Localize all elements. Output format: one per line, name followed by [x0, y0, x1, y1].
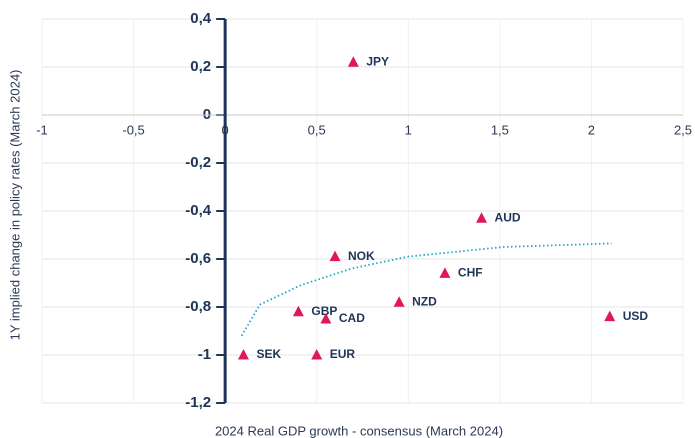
x-axis-label: 2024 Real GDP growth - consensus (March … — [215, 423, 503, 438]
point-label: JPY — [366, 54, 389, 68]
x-tick-label: 0,5 — [308, 122, 326, 137]
point — [393, 296, 405, 307]
point — [329, 250, 341, 262]
x-tick-label: -1 — [36, 122, 48, 137]
point-label: GBP — [311, 304, 337, 318]
point — [237, 349, 249, 360]
x-tick-label: 2 — [588, 122, 595, 137]
y-tick-label: 0 — [203, 106, 211, 123]
point — [439, 267, 451, 278]
point — [320, 313, 332, 324]
y-tick-label: -0,4 — [185, 202, 212, 219]
point-label: EUR — [330, 347, 356, 361]
y-tick-label: -0,6 — [185, 250, 211, 267]
y-tick-label: 0,2 — [190, 58, 211, 75]
point — [604, 310, 616, 322]
point-label: NZD — [412, 294, 437, 308]
point-label: CAD — [339, 311, 365, 325]
y-axis-label: 1Y implied change in policy rates (March… — [7, 70, 22, 341]
y-tick-label: -0,8 — [185, 298, 211, 315]
point-label: USD — [623, 309, 649, 323]
point-label: NOK — [348, 249, 375, 263]
point-label: SEK — [256, 347, 281, 361]
x-tick-label: 1 — [405, 122, 412, 137]
x-tick-label: -0,5 — [122, 122, 144, 137]
point — [292, 305, 304, 317]
y-tick-label: -1 — [198, 346, 211, 363]
point-label: AUD — [495, 210, 521, 224]
trend-line — [240, 242, 612, 337]
point — [311, 349, 323, 360]
point — [347, 56, 359, 67]
x-tick-label: 2,5 — [674, 122, 692, 137]
point — [476, 212, 488, 223]
y-tick-label: 0,4 — [190, 10, 212, 27]
y-tick-label: -0,2 — [185, 154, 211, 171]
y-tick-label: -1,2 — [185, 394, 211, 411]
point-label: CHF — [458, 266, 483, 280]
x-tick-label: 1,5 — [491, 122, 509, 137]
